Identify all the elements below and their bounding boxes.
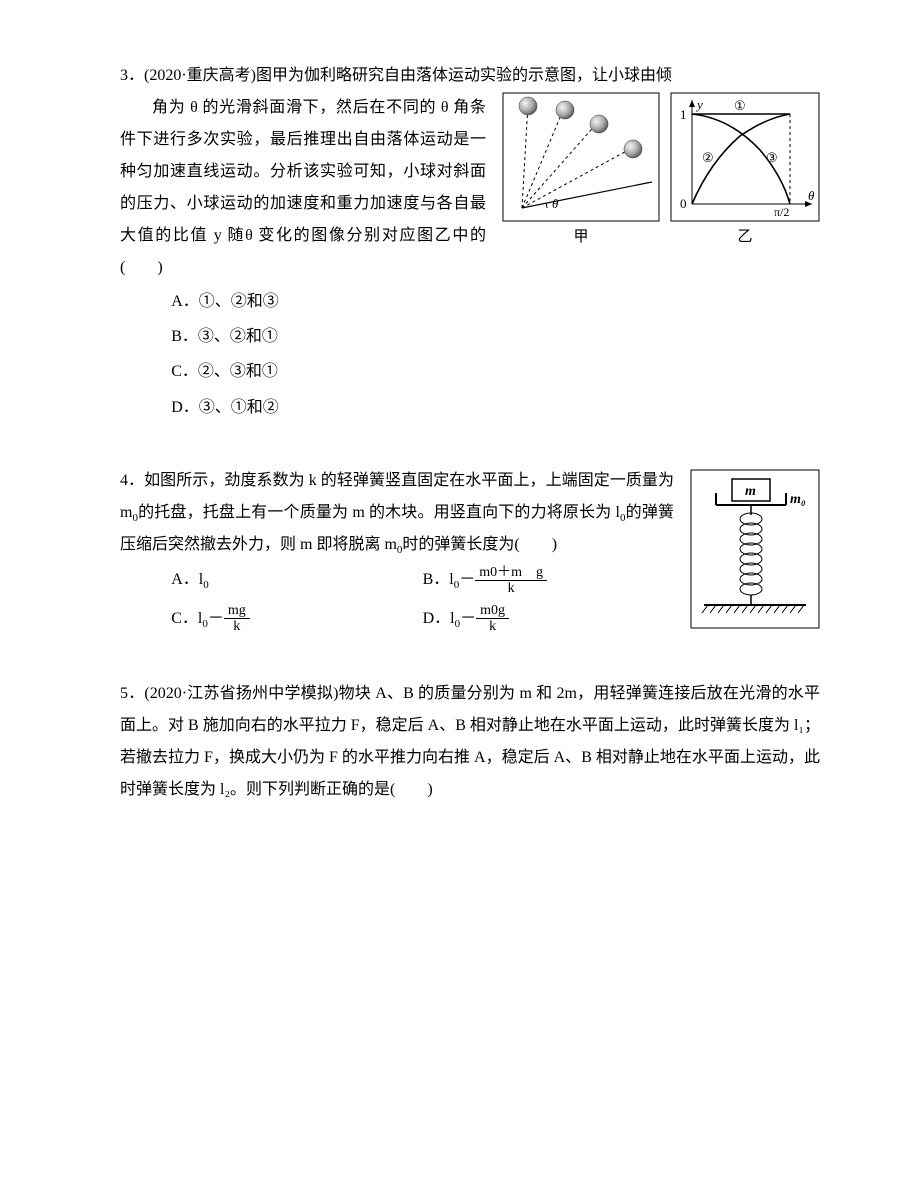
svg-text:②: ② bbox=[702, 150, 714, 165]
q3-figure-jia: θ bbox=[502, 92, 660, 252]
q4-options: A．l0 C．l0－mgk B．l0－m0＋m gk D．l0－m0gk bbox=[120, 561, 674, 638]
q3-caption-yi: 乙 bbox=[670, 222, 820, 252]
svg-text:1: 1 bbox=[680, 107, 687, 122]
q3-source: (2020·重庆高考) bbox=[144, 67, 256, 84]
q5-number: 5． bbox=[120, 685, 144, 702]
q4-option-a: A．l0 bbox=[171, 561, 422, 599]
q3-option-c: C．②、③和① bbox=[171, 354, 820, 389]
svg-text:③: ③ bbox=[766, 150, 778, 165]
q4-option-c: C．l0－mgk bbox=[171, 600, 422, 638]
q4-figure: m m₀ bbox=[690, 469, 820, 629]
q5-source: (2020·江苏省扬州中学模拟) bbox=[144, 685, 338, 702]
q3-figure-yi: 1 0 y θ π/2 ① ② ③ bbox=[670, 92, 820, 252]
svg-text:0: 0 bbox=[680, 196, 687, 211]
q3-figure-block: θ bbox=[502, 92, 820, 252]
svg-text:m₀: m₀ bbox=[790, 492, 806, 507]
svg-text:m: m bbox=[745, 484, 756, 499]
q3-option-b: B．③、②和① bbox=[171, 319, 820, 354]
svg-text:y: y bbox=[695, 97, 703, 112]
svg-text:π/2: π/2 bbox=[774, 205, 789, 219]
svg-text:θ: θ bbox=[808, 188, 815, 203]
q3-option-d: D．③、①和② bbox=[171, 390, 820, 425]
q3-number: 3． bbox=[120, 67, 144, 84]
question-4: m m₀ bbox=[120, 465, 820, 638]
svg-text:θ: θ bbox=[552, 196, 559, 211]
q3-option-a: A．①、②和③ bbox=[171, 284, 820, 319]
q4-option-d: D．l0－m0gk bbox=[423, 600, 674, 638]
q3-first-line: 图甲为伽利略研究自由落体运动实验的示意图，让小球由倾 bbox=[256, 67, 672, 84]
svg-text:①: ① bbox=[734, 98, 746, 113]
q3-caption-jia: 甲 bbox=[502, 222, 660, 252]
question-5: 5．(2020·江苏省扬州中学模拟)物块 A、B 的质量分别为 m 和 2m，用… bbox=[120, 678, 820, 806]
question-3: 3．(2020·重庆高考)图甲为伽利略研究自由落体运动实验的示意图，让小球由倾 … bbox=[120, 60, 820, 425]
q5-stem: 5．(2020·江苏省扬州中学模拟)物块 A、B 的质量分别为 m 和 2m，用… bbox=[120, 678, 820, 806]
q3-options: A．①、②和③ B．③、②和① C．②、③和① D．③、①和② bbox=[120, 284, 820, 425]
q3-stem: 3．(2020·重庆高考)图甲为伽利略研究自由落体运动实验的示意图，让小球由倾 bbox=[120, 60, 820, 92]
q4-option-b: B．l0－m0＋m gk bbox=[423, 561, 674, 599]
q4-number: 4． bbox=[120, 472, 144, 489]
